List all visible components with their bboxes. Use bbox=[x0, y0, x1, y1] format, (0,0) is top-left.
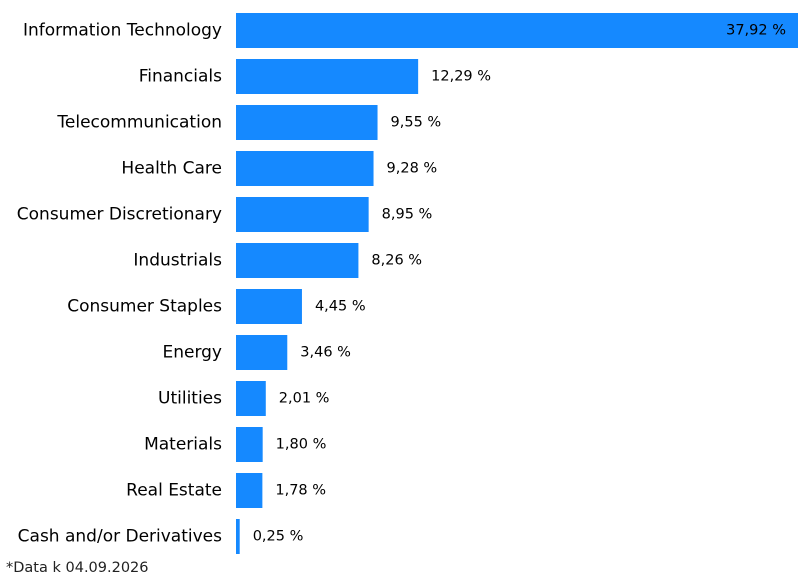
bar-cash-and-or-derivatives bbox=[236, 519, 240, 554]
category-label-telecommunication: Telecommunication bbox=[56, 113, 222, 133]
category-label-energy: Energy bbox=[162, 343, 222, 363]
category-label-materials: Materials bbox=[144, 435, 222, 455]
category-label-cash-and-or-derivatives: Cash and/or Derivatives bbox=[18, 527, 222, 547]
value-label-energy: 3,46 % bbox=[300, 345, 351, 361]
bar-utilities bbox=[236, 381, 266, 416]
bar-health-care bbox=[236, 151, 374, 186]
bar-energy bbox=[236, 335, 288, 370]
category-label-consumer-staples: Consumer Staples bbox=[67, 297, 222, 317]
bar-consumer-discretionary bbox=[236, 197, 369, 232]
value-label-industrials: 8,26 % bbox=[371, 253, 422, 269]
value-label-information-technology: 37,92 % bbox=[726, 23, 786, 39]
bar-information-technology bbox=[236, 13, 798, 48]
category-label-utilities: Utilities bbox=[158, 389, 222, 409]
value-label-consumer-discretionary: 8,95 % bbox=[382, 207, 433, 223]
category-label-financials: Financials bbox=[139, 67, 222, 87]
value-label-telecommunication: 9,55 % bbox=[391, 115, 442, 131]
category-label-health-care: Health Care bbox=[121, 159, 222, 179]
bar-telecommunication bbox=[236, 105, 378, 140]
bar-materials bbox=[236, 427, 263, 462]
value-label-utilities: 2,01 % bbox=[279, 391, 330, 407]
value-label-cash-and-or-derivatives: 0,25 % bbox=[253, 529, 304, 545]
category-label-industrials: Industrials bbox=[133, 251, 222, 271]
bar-real-estate bbox=[236, 473, 263, 508]
value-label-consumer-staples: 4,45 % bbox=[315, 299, 366, 315]
value-label-materials: 1,80 % bbox=[276, 437, 327, 453]
value-label-financials: 12,29 % bbox=[431, 69, 491, 85]
bar-consumer-staples bbox=[236, 289, 302, 324]
category-label-consumer-discretionary: Consumer Discretionary bbox=[17, 205, 222, 225]
category-label-information-technology: Information Technology bbox=[23, 21, 222, 41]
value-label-health-care: 9,28 % bbox=[387, 161, 438, 177]
data-date-footnote: *Data k 04.09.2026 bbox=[6, 560, 149, 576]
value-label-real-estate: 1,78 % bbox=[275, 483, 326, 499]
category-label-real-estate: Real Estate bbox=[126, 481, 222, 501]
bar-financials bbox=[236, 59, 419, 94]
bar-industrials bbox=[236, 243, 359, 278]
